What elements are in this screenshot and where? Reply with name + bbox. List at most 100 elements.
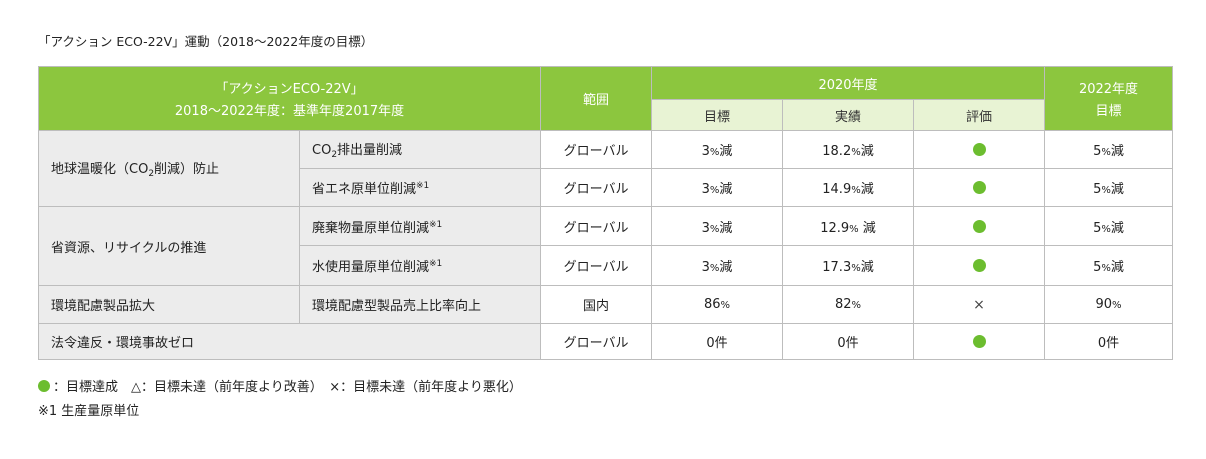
table-row: 環境配慮製品拡大 環境配慮型製品売上比率向上 国内 86% 82% × 90%: [38, 285, 1174, 324]
value-number: 86: [703, 297, 721, 312]
value-unit: %: [1101, 263, 1111, 274]
table-row: 水使用量原単位削減※1 グローバル 3%減 17.3%減 5%減: [39, 245, 1174, 286]
achieved-dot-icon: [972, 335, 986, 348]
table-row: 省資源、リサイクルの推進 廃棄物量原単位削減※1 グローバル 3%減 12.9%…: [38, 206, 1174, 286]
achieved-dot-icon: [972, 181, 986, 194]
value-suffix: 減: [858, 220, 876, 236]
evaluation-cell: [913, 323, 1046, 360]
value-unit: %: [1101, 223, 1111, 235]
footnote: ※1 生産量原単位: [38, 404, 140, 419]
value-suffix: 減: [860, 144, 874, 159]
evaluation-cell: [913, 245, 1046, 286]
target-cell: 3%減: [651, 130, 784, 169]
header-2022-line1: 2022年度: [1078, 82, 1139, 97]
subheader-actual: 実績: [782, 99, 915, 131]
table-caption: 「アクション ECO-22V」運動（2018〜2022年度の目標）: [38, 34, 374, 49]
category-cell: 法令違反・環境事故ゼロ: [37, 323, 542, 360]
value-unit: %: [849, 223, 859, 235]
value-suffix: 減: [719, 182, 733, 197]
target-cell: 3%減: [651, 206, 784, 246]
value-unit: %: [709, 263, 720, 274]
range-cell: 国内: [540, 285, 653, 324]
goal-2022-cell: 90%: [1044, 285, 1174, 324]
eco-target-table: 「アクションECO-22V」 2018〜2022年度：基準年度2017年度 範囲…: [37, 66, 1174, 360]
item-cell: 水使用量原単位削減※1: [298, 245, 542, 286]
item-cell: 省エネ原単位削減※1: [298, 168, 542, 207]
cross-mark-icon: ×: [973, 296, 985, 313]
achieved-dot-icon: [38, 379, 50, 392]
value-unit: %: [709, 223, 720, 235]
value-suffix: 減: [719, 144, 733, 159]
value-unit: %: [851, 185, 861, 196]
value-number: 3: [701, 144, 710, 159]
header-title-line1: 「アクションECO-22V」: [215, 82, 364, 97]
value-number: 18.2: [822, 144, 852, 159]
value-unit: %: [1101, 185, 1111, 196]
header-action-title: 「アクションECO-22V」 2018〜2022年度：基準年度2017年度: [37, 66, 542, 131]
item-cell: CO2排出量削減: [298, 130, 542, 169]
range-cell: グローバル: [540, 206, 653, 246]
target-cell: 3%減: [651, 168, 784, 207]
value-suffix: 減: [719, 260, 733, 275]
value-number: 5: [1093, 220, 1102, 236]
value-suffix: 減: [1110, 182, 1124, 197]
actual-cell: 82%: [782, 285, 915, 324]
value-unit: %: [709, 147, 720, 158]
actual-cell: 14.9%減: [782, 168, 915, 207]
actual-cell: 0件: [782, 323, 915, 360]
actual-cell: 18.2%減: [782, 130, 915, 169]
legend-text: ：目標達成 △：目標未達（前年度より改善） ×：目標未達（前年度より悪化）: [53, 380, 522, 395]
value-unit: %: [851, 263, 861, 274]
value-unit: %: [709, 185, 720, 196]
category-subscript: 2: [148, 169, 155, 179]
category-text: 地球温暖化（CO: [51, 162, 149, 177]
target-cell: 86%: [651, 285, 784, 324]
table-row: 省エネ原単位削減※1 グローバル 3%減 14.9%減 5%減: [39, 168, 1174, 207]
goal-2022-cell: 0件: [1044, 323, 1174, 360]
value-number: 14.9: [822, 182, 852, 197]
table-row: 地球温暖化（CO2削減）防止 CO2排出量削減 グローバル 3%減 18.2%減…: [38, 130, 1174, 207]
achieved-dot-icon: [972, 219, 986, 233]
item-text: 省エネ原単位削減: [312, 182, 417, 197]
actual-cell: 17.3%減: [782, 245, 915, 286]
value-suffix: 減: [860, 260, 874, 275]
value-number: 82: [834, 297, 852, 312]
item-text: 水使用量原単位削減: [312, 260, 430, 275]
item-subscript: 2: [331, 150, 338, 160]
item-text: CO: [312, 143, 332, 158]
value-suffix: 減: [860, 182, 874, 197]
value-number: 17.3: [822, 260, 852, 275]
item-footnote-mark: ※1: [416, 181, 430, 191]
range-cell: グローバル: [540, 130, 653, 169]
value-suffix: 減: [719, 220, 733, 236]
value-number: 3: [701, 260, 710, 275]
category-text: 削減）防止: [154, 162, 220, 177]
evaluation-cell: [913, 130, 1046, 169]
goal-2022-cell: 5%減: [1044, 206, 1174, 246]
value-unit: %: [851, 300, 862, 311]
target-cell: 3%減: [651, 245, 784, 286]
subheader-target: 目標: [651, 99, 784, 131]
goal-2022-cell: 5%減: [1044, 130, 1174, 169]
item-cell: 廃棄物量原単位削減※1: [298, 206, 542, 246]
header-range: 範囲: [540, 66, 653, 131]
header-year-2022: 2022年度 目標: [1044, 66, 1174, 131]
range-cell: グローバル: [540, 323, 653, 360]
header-title-line2: 2018〜2022年度：基準年度2017年度: [174, 104, 405, 119]
value-number: 90: [1095, 297, 1113, 312]
evaluation-cell: [913, 168, 1046, 207]
range-cell: グローバル: [540, 168, 653, 207]
item-text: 排出量削減: [337, 143, 403, 158]
target-cell: 0件: [651, 323, 784, 360]
goal-2022-cell: 5%減: [1044, 245, 1174, 286]
category-cell: 省資源、リサイクルの推進: [38, 206, 300, 286]
category-cell: 地球温暖化（CO2削減）防止: [38, 130, 300, 207]
item-footnote-mark: ※1: [429, 259, 443, 269]
range-cell: グローバル: [540, 245, 653, 286]
value-suffix: 減: [1110, 144, 1124, 159]
value-number: 3: [701, 220, 710, 236]
evaluation-cell: [913, 206, 1046, 246]
goal-2022-cell: 5%減: [1044, 168, 1174, 207]
achieved-dot-icon: [972, 259, 986, 272]
legend: ：目標達成 △：目標未達（前年度より改善） ×：目標未達（前年度より悪化）: [38, 376, 522, 395]
